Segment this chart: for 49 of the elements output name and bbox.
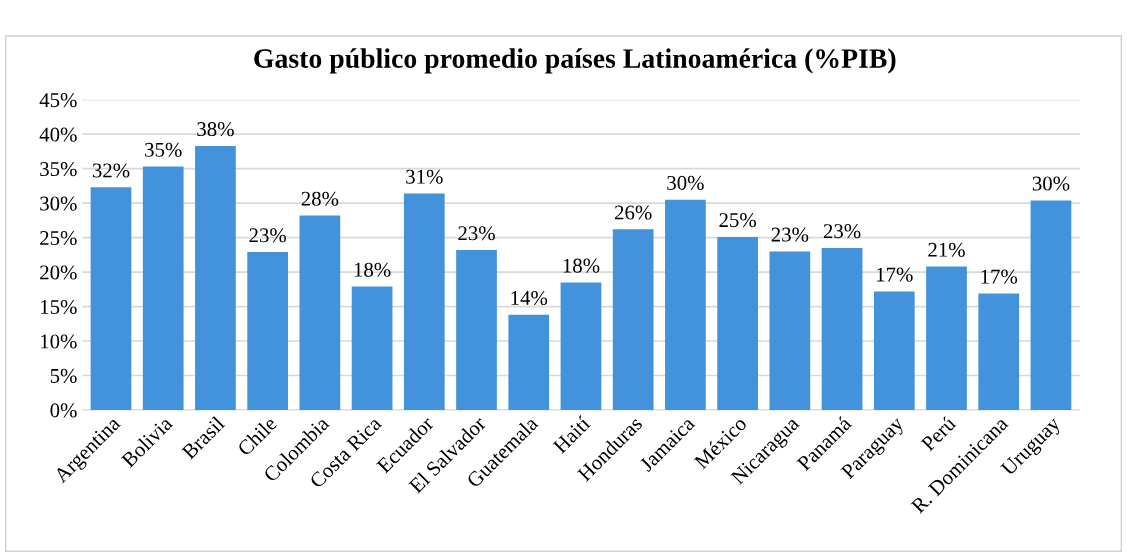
data-label: 23% bbox=[249, 228, 287, 243]
y-tick-label: 30% bbox=[40, 196, 77, 211]
y-tick-label: 20% bbox=[40, 265, 77, 280]
bar bbox=[351, 286, 393, 410]
data-label: 38% bbox=[197, 122, 234, 137]
y-tick-label: 45% bbox=[39, 93, 77, 108]
data-label: 17% bbox=[877, 267, 913, 282]
bar bbox=[612, 229, 654, 410]
bar bbox=[247, 252, 289, 410]
bar bbox=[978, 293, 1020, 410]
bar bbox=[456, 250, 497, 410]
data-label: 21% bbox=[928, 242, 965, 257]
bar bbox=[299, 215, 341, 410]
bar bbox=[717, 236, 758, 410]
bar bbox=[142, 166, 184, 410]
data-label: 28% bbox=[301, 191, 339, 206]
chart-title: Gasto público promedio países Latinoamérica (%PIB) bbox=[254, 48, 896, 74]
data-label: 23% bbox=[823, 224, 861, 239]
data-label: 32% bbox=[92, 163, 130, 178]
data-label: 35% bbox=[145, 142, 182, 157]
y-tick-label: 10% bbox=[41, 334, 77, 349]
bar bbox=[560, 282, 602, 410]
bar bbox=[926, 266, 967, 410]
bar bbox=[195, 145, 236, 410]
bar bbox=[508, 314, 550, 410]
data-label: 31% bbox=[406, 169, 443, 184]
bar bbox=[403, 193, 445, 410]
data-label: 30% bbox=[667, 175, 704, 190]
data-label: 30% bbox=[1032, 176, 1070, 191]
y-tick-label: 40% bbox=[39, 127, 77, 142]
data-label: 26% bbox=[615, 205, 652, 220]
bar bbox=[769, 251, 811, 410]
bar bbox=[665, 199, 706, 410]
y-tick-label: 35% bbox=[40, 162, 77, 177]
data-label: 14% bbox=[511, 290, 548, 306]
y-tick-label: 5% bbox=[50, 368, 77, 383]
data-label: 23% bbox=[771, 227, 809, 242]
y-tick-label: 15% bbox=[41, 299, 77, 315]
data-label: 18% bbox=[563, 258, 600, 273]
data-label: 23% bbox=[458, 226, 495, 241]
bar bbox=[1030, 200, 1072, 410]
y-tick-label: 0% bbox=[50, 403, 77, 418]
data-label: 25% bbox=[719, 213, 757, 228]
data-label: 17% bbox=[981, 269, 1018, 284]
y-tick-label: 25% bbox=[40, 230, 77, 246]
bar bbox=[873, 291, 915, 410]
bar bbox=[821, 247, 863, 410]
data-label: 18% bbox=[354, 262, 391, 277]
bar bbox=[90, 187, 132, 410]
